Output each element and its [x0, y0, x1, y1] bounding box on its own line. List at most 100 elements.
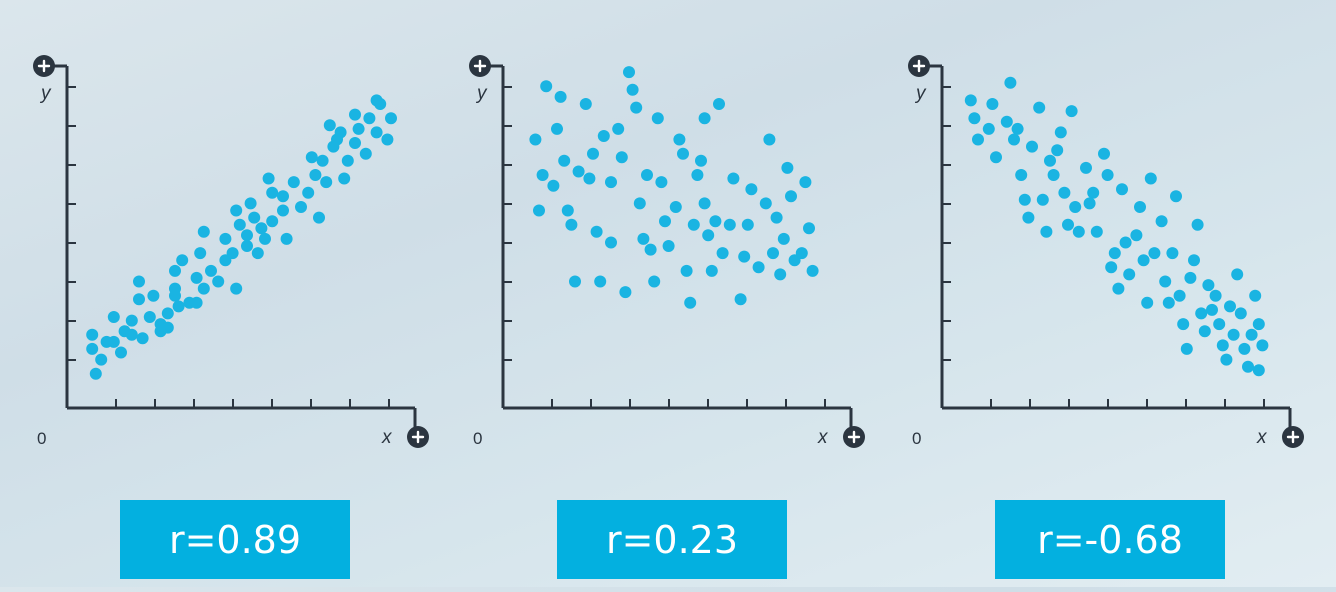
- scatter-chart-1: y x 0: [33, 55, 429, 448]
- data-point-2-54: [738, 250, 751, 263]
- data-point-2-34: [659, 215, 671, 228]
- data-point-1-16: [147, 289, 160, 302]
- data-point-2-19: [605, 176, 617, 189]
- data-point-3-15: [1033, 101, 1046, 114]
- data-point-3-10: [1011, 122, 1024, 135]
- data-point-3-45: [1155, 215, 1168, 228]
- data-point-1-32: [205, 264, 217, 277]
- data-point-3-18: [1044, 154, 1056, 167]
- data-point-3-43: [1144, 172, 1157, 185]
- plus-icon-x-3: [1282, 426, 1304, 448]
- data-point-2-18: [597, 130, 610, 142]
- data-point-1-27: [190, 271, 203, 284]
- correlation-label-1: r=0.89: [120, 500, 350, 579]
- data-point-1-44: [251, 247, 264, 260]
- data-point-3-51: [1177, 318, 1190, 331]
- data-point-1-19: [161, 321, 174, 334]
- data-point-3-32: [1101, 169, 1114, 181]
- data-point-3-48: [1166, 247, 1179, 260]
- data-point-1-12: [133, 293, 145, 306]
- origin-label-2: 0: [473, 429, 482, 448]
- data-point-2-22: [615, 151, 628, 164]
- correlation-text-2: r=0.23: [605, 517, 739, 562]
- data-point-3-54: [1188, 254, 1200, 267]
- data-point-2-4: [540, 80, 553, 93]
- data-point-3-72: [1252, 364, 1265, 377]
- data-point-1-69: [352, 122, 365, 135]
- data-point-3-4: [982, 122, 995, 135]
- data-point-1-65: [338, 172, 351, 185]
- data-point-2-70: [806, 264, 819, 277]
- data-point-3-30: [1090, 225, 1103, 238]
- data-point-3-22: [1058, 186, 1071, 199]
- data-point-3-1: [964, 94, 977, 107]
- data-point-2-56: [745, 183, 758, 196]
- correlation-label-3: r=-0.68: [995, 500, 1225, 579]
- data-point-1-49: [266, 215, 279, 228]
- y-axis-label-2: y: [475, 83, 488, 104]
- data-point-2-1: [529, 133, 542, 146]
- data-point-2-60: [767, 247, 779, 260]
- data-point-2-41: [687, 218, 700, 231]
- data-point-1-39: [233, 218, 246, 231]
- data-point-3-69: [1242, 360, 1254, 373]
- data-point-3-33: [1105, 261, 1118, 274]
- data-point-3-39: [1130, 229, 1143, 242]
- data-point-3-2: [968, 112, 981, 125]
- data-point-2-62: [774, 268, 787, 281]
- x-axis-label-1: x: [381, 427, 393, 448]
- data-point-2-52: [727, 172, 740, 185]
- data-point-1-51: [277, 190, 289, 203]
- data-point-3-29: [1087, 186, 1100, 199]
- data-point-1-3: [86, 328, 99, 341]
- data-point-3-53: [1184, 271, 1197, 284]
- data-point-3-44: [1148, 247, 1161, 260]
- plus-icon-x-1: [407, 426, 429, 448]
- data-point-3-40: [1134, 201, 1146, 213]
- data-point-3-19: [1047, 169, 1060, 181]
- data-point-3-73: [1252, 318, 1265, 331]
- data-point-3-17: [1040, 225, 1053, 238]
- y-axis-label-1: y: [39, 83, 52, 104]
- data-point-2-33: [655, 176, 668, 189]
- data-point-1-54: [295, 201, 307, 213]
- data-point-2-28: [637, 232, 650, 245]
- x-axis-label-2: x: [817, 427, 829, 448]
- data-point-3-20: [1051, 144, 1064, 157]
- correlation-text-1: r=0.89: [168, 517, 302, 562]
- data-point-2-17: [594, 275, 607, 288]
- data-point-1-75: [381, 133, 394, 146]
- data-point-3-11: [1015, 169, 1028, 181]
- data-point-2-43: [695, 154, 707, 167]
- data-point-2-29: [641, 169, 653, 181]
- data-point-2-9: [561, 204, 574, 217]
- data-point-1-10: [125, 328, 138, 341]
- correlation-label-2: r=0.23: [557, 500, 787, 579]
- data-point-1-41: [241, 240, 253, 252]
- data-point-1-70: [359, 147, 372, 160]
- data-point-2-57: [752, 261, 765, 274]
- data-point-1-30: [197, 225, 210, 238]
- data-point-2-2: [533, 204, 545, 217]
- data-point-2-49: [713, 98, 725, 110]
- data-point-3-23: [1062, 218, 1074, 231]
- data-point-2-45: [698, 197, 711, 210]
- data-point-1-47: [262, 172, 275, 185]
- data-point-1-38: [230, 204, 243, 217]
- data-point-3-3: [972, 133, 984, 146]
- data-point-1-2: [89, 367, 102, 380]
- data-point-1-42: [244, 197, 257, 210]
- data-point-2-47: [705, 264, 718, 277]
- data-point-1-6: [107, 335, 120, 348]
- data-point-3-55: [1191, 218, 1204, 231]
- data-point-3-14: [1026, 140, 1038, 153]
- data-point-2-61: [770, 211, 783, 224]
- data-point-2-51: [723, 218, 736, 231]
- data-point-2-10: [565, 218, 578, 231]
- data-point-3-46: [1159, 275, 1172, 288]
- data-point-3-12: [1018, 193, 1031, 206]
- data-point-3-50: [1173, 289, 1186, 302]
- data-point-2-23: [619, 286, 632, 299]
